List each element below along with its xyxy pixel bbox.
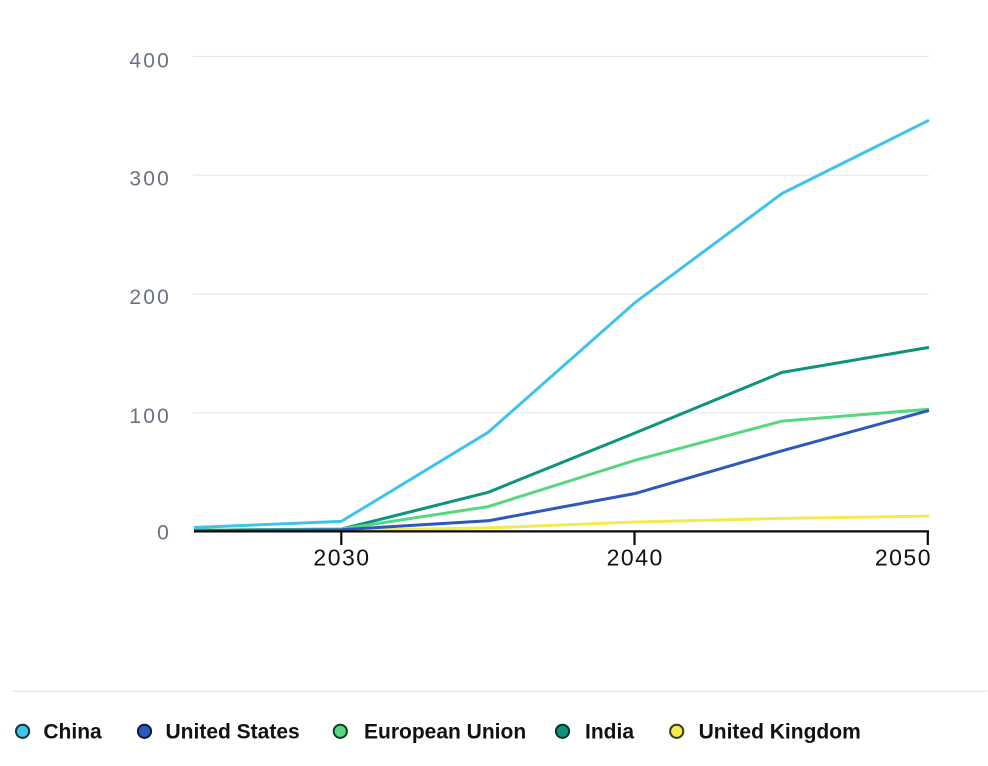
svg-text:100: 100 bbox=[129, 405, 171, 428]
svg-text:200: 200 bbox=[129, 286, 171, 309]
svg-text:China: China bbox=[43, 721, 102, 744]
svg-text:India: India bbox=[585, 721, 634, 744]
svg-text:2040: 2040 bbox=[607, 545, 664, 571]
svg-text:United Kingdom: United Kingdom bbox=[699, 721, 861, 744]
svg-text:European Union: European Union bbox=[364, 721, 526, 744]
svg-text:400: 400 bbox=[129, 49, 171, 72]
svg-text:2030: 2030 bbox=[313, 545, 370, 571]
svg-text:0: 0 bbox=[157, 522, 171, 545]
svg-text:300: 300 bbox=[129, 167, 171, 190]
svg-text:2050: 2050 bbox=[875, 545, 932, 571]
svg-text:United States: United States bbox=[166, 721, 300, 744]
